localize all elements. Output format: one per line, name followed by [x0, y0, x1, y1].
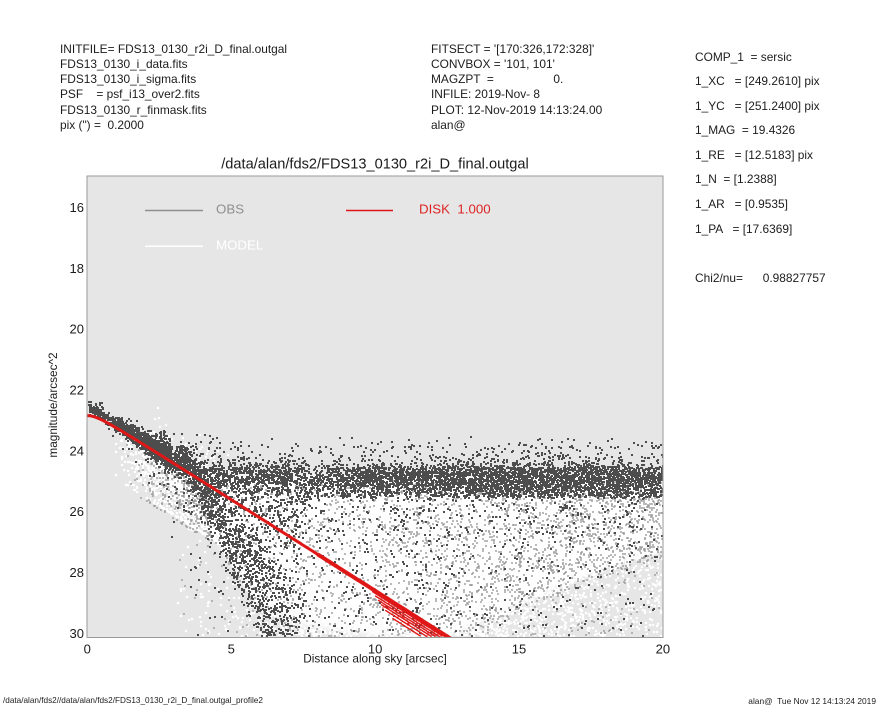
- svg-text:0: 0: [84, 642, 91, 657]
- svg-text:16: 16: [70, 200, 84, 215]
- svg-text:magnitude/arcsec^2: magnitude/arcsec^2: [46, 352, 60, 457]
- svg-text:OBS: OBS: [216, 202, 244, 217]
- svg-text:5: 5: [228, 642, 235, 657]
- svg-text:30: 30: [70, 626, 84, 641]
- svg-text:/data/alan/fds2/FDS13_0130_r2i: /data/alan/fds2/FDS13_0130_r2i_D_final.o…: [221, 157, 529, 173]
- svg-text:26: 26: [70, 504, 84, 519]
- svg-text:MODEL: MODEL: [216, 237, 263, 252]
- svg-text:DISK 1.000: DISK 1.000: [419, 202, 491, 217]
- svg-text:20: 20: [70, 322, 84, 337]
- svg-text:24: 24: [70, 443, 84, 458]
- svg-text:Distance along sky [arcsec]: Distance along sky [arcsec]: [303, 652, 447, 666]
- svg-text:10: 10: [368, 642, 382, 657]
- svg-text:15: 15: [512, 642, 526, 657]
- svg-text:22: 22: [70, 383, 84, 398]
- svg-text:18: 18: [70, 261, 84, 276]
- svg-text:28: 28: [70, 565, 84, 580]
- svg-text:20: 20: [656, 642, 670, 657]
